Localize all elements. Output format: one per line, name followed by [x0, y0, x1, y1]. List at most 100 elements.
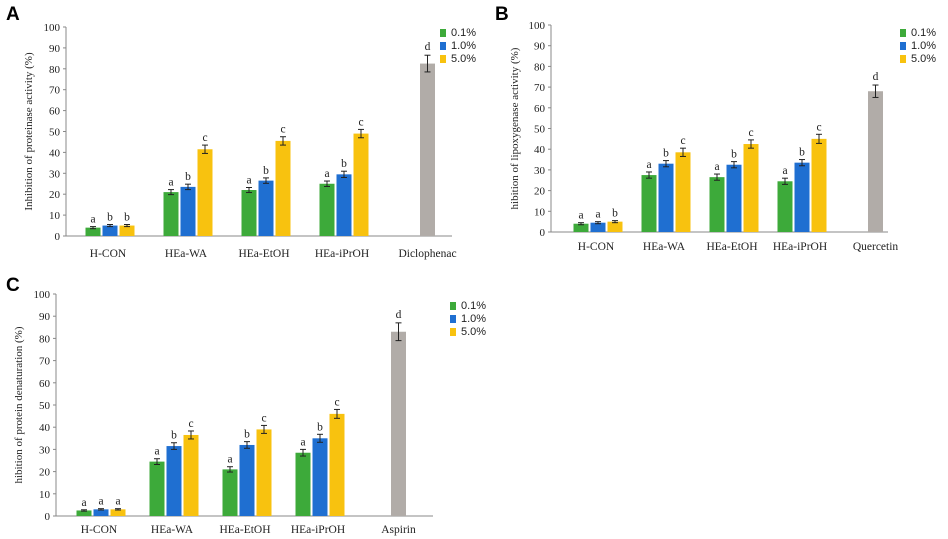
- legend-label: 5.0%: [451, 53, 476, 65]
- bar-0_1pct: [149, 461, 165, 516]
- significance-letter: c: [334, 396, 339, 408]
- x-category-label: HEa-iPrOH: [773, 241, 827, 253]
- significance-letter: c: [261, 412, 266, 424]
- panel-letter: C: [6, 275, 20, 296]
- significance-letter: c: [188, 418, 193, 430]
- y-tick-label: 100: [44, 22, 61, 34]
- y-tick-label: 80: [534, 61, 546, 73]
- significance-letter: a: [98, 496, 103, 508]
- y-axis-label: Inhibition of proteinase activity (%): [23, 52, 35, 211]
- significance-letter: a: [168, 177, 173, 189]
- bar-5_0pct: [675, 152, 691, 232]
- y-tick-label: 40: [39, 422, 51, 434]
- y-tick-label: 20: [49, 189, 61, 201]
- significance-letter: a: [782, 165, 787, 177]
- y-axis-label: hibition of protein denaturation (%): [13, 326, 25, 483]
- significance-letter: a: [246, 175, 251, 187]
- bar-1_0pct: [336, 174, 352, 236]
- y-tick-label: 0: [55, 231, 61, 243]
- bar-0_1pct: [777, 181, 793, 232]
- significance-letter: a: [714, 161, 719, 173]
- legend-swatch: [900, 55, 906, 63]
- legend-swatch: [900, 29, 906, 37]
- y-tick-label: 10: [534, 206, 546, 218]
- bar-control: [420, 63, 435, 237]
- bar-5_0pct: [743, 144, 759, 232]
- legend-label: 0.1%: [911, 27, 936, 39]
- bar-0_1pct: [295, 452, 311, 516]
- bar-0_1pct: [163, 192, 179, 236]
- y-tick-label: 30: [39, 444, 51, 456]
- significance-letter: c: [680, 135, 685, 147]
- bar-5_0pct: [607, 221, 623, 232]
- y-tick-label: 100: [529, 20, 546, 32]
- significance-letter: a: [300, 436, 305, 448]
- significance-letter: a: [81, 497, 86, 509]
- legend-swatch: [440, 42, 446, 50]
- y-tick-label: 90: [534, 41, 546, 53]
- y-tick-label: 60: [534, 103, 546, 115]
- significance-letter: c: [816, 121, 821, 133]
- y-tick-label: 60: [49, 106, 61, 118]
- significance-letter: b: [799, 147, 805, 159]
- bar-5_0pct: [811, 138, 827, 232]
- x-category-label: HEa-iPrOH: [291, 524, 345, 536]
- y-tick-label: 30: [49, 168, 61, 180]
- x-category-label: HEa-EtOH: [238, 248, 289, 260]
- bar-1_0pct: [312, 438, 328, 516]
- significance-letter: d: [396, 309, 402, 321]
- y-tick-label: 50: [49, 127, 61, 139]
- bar-0_1pct: [319, 183, 335, 236]
- bar-1_0pct: [590, 222, 606, 232]
- y-tick-label: 80: [39, 333, 51, 345]
- legend-label: 0.1%: [461, 300, 486, 312]
- bar-1_0pct: [658, 163, 674, 232]
- legend-label: 5.0%: [911, 53, 936, 65]
- y-tick-label: 50: [39, 400, 51, 412]
- bar-0_1pct: [709, 177, 725, 232]
- bar-1_0pct: [102, 225, 118, 236]
- bar-1_0pct: [726, 164, 742, 232]
- x-category-label: HEa-EtOH: [219, 524, 270, 536]
- significance-letter: c: [280, 124, 285, 136]
- significance-letter: b: [731, 149, 737, 161]
- significance-letter: c: [358, 116, 363, 128]
- significance-letter: b: [263, 165, 269, 177]
- y-tick-label: 40: [49, 147, 61, 159]
- y-axis-label: hibition of lipoxygenase activity (%): [509, 47, 521, 209]
- legend-swatch: [440, 55, 446, 63]
- legend-label: 1.0%: [461, 313, 486, 325]
- significance-letter: b: [107, 212, 113, 224]
- significance-letter: c: [748, 127, 753, 139]
- significance-letter: a: [227, 454, 232, 466]
- x-category-label: H-CON: [578, 241, 615, 253]
- legend-label: 5.0%: [461, 326, 486, 338]
- bar-0_1pct: [641, 175, 657, 232]
- significance-letter: d: [873, 71, 879, 83]
- y-tick-label: 20: [39, 467, 51, 479]
- significance-letter: a: [154, 446, 159, 458]
- x-category-label: HEa-iPrOH: [315, 248, 369, 260]
- significance-letter: b: [244, 429, 250, 441]
- x-category-label: HEa-WA: [643, 241, 686, 253]
- x-category-label: Aspirin: [381, 524, 416, 536]
- y-tick-label: 90: [39, 311, 51, 323]
- legend-swatch: [450, 315, 456, 323]
- significance-letter: a: [115, 496, 120, 508]
- bar-1_0pct: [180, 186, 196, 236]
- significance-letter: a: [595, 209, 600, 221]
- y-tick-label: 50: [534, 124, 546, 136]
- bar-5_0pct: [110, 509, 126, 516]
- significance-letter: c: [202, 132, 207, 144]
- significance-letter: b: [663, 148, 669, 160]
- legend-label: 1.0%: [451, 40, 476, 52]
- bar-5_0pct: [183, 434, 199, 516]
- bar-5_0pct: [197, 149, 213, 236]
- y-tick-label: 70: [534, 82, 546, 94]
- significance-letter: b: [171, 430, 177, 442]
- y-tick-label: 0: [45, 511, 51, 523]
- y-tick-label: 90: [49, 43, 61, 55]
- bar-control: [868, 91, 883, 233]
- bar-1_0pct: [93, 509, 109, 516]
